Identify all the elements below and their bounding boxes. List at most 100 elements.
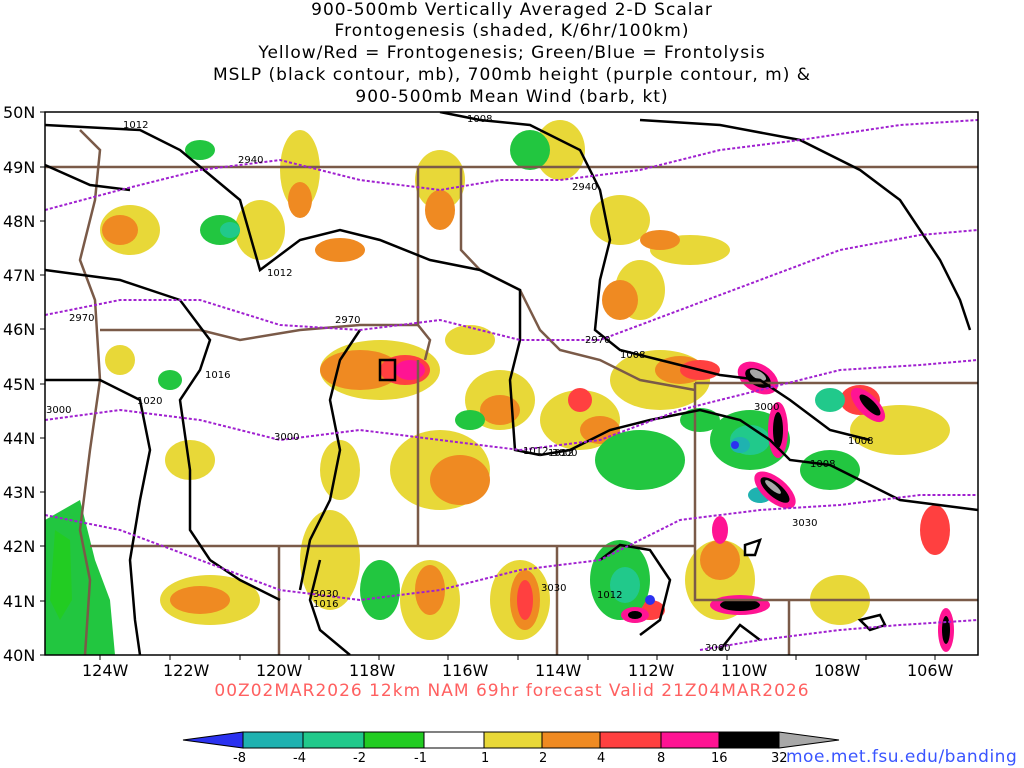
svg-text:106W: 106W — [907, 661, 954, 680]
wind-barb — [689, 462, 717, 476]
wind-barb — [667, 629, 697, 647]
svg-text:40N: 40N — [3, 646, 35, 665]
wind-barb — [624, 634, 652, 646]
wind-barb — [174, 361, 202, 374]
svg-text:1012: 1012 — [597, 590, 622, 601]
latitude-labels: 50N 49N 48N 47N 46N 45N 44N 43N 42N 41N … — [3, 103, 35, 665]
svg-text:1012: 1012 — [267, 268, 292, 279]
wind-barb — [911, 457, 941, 477]
wind-barb — [911, 184, 941, 205]
wind-barb — [803, 290, 832, 307]
wind-barb — [914, 396, 943, 409]
wind-barb — [329, 260, 358, 272]
wind-barb — [417, 119, 447, 137]
wind-barb — [553, 326, 582, 340]
mslp-contours — [45, 112, 978, 655]
svg-text:2940: 2940 — [238, 155, 263, 166]
svg-text:41N: 41N — [3, 592, 35, 611]
wind-barb — [893, 563, 922, 579]
wind-barb — [957, 119, 978, 137]
wind-barb — [419, 532, 448, 545]
wind-barb — [127, 629, 157, 647]
wind-barb — [552, 528, 582, 545]
wind-barb — [327, 119, 357, 137]
wind-barb — [219, 498, 247, 510]
svg-text:3060: 3060 — [705, 643, 730, 654]
colorbar: -8 -4 -2 -1 1 2 4 8 16 32 — [182, 731, 840, 766]
svg-text:110W: 110W — [721, 661, 768, 680]
wind-barb — [912, 255, 942, 273]
svg-text:44N: 44N — [3, 429, 35, 448]
wind-barb — [444, 361, 472, 374]
map-title-line-2: Frontogenesis (shaded, K/6hr/100km) — [334, 21, 690, 41]
wind-barb — [352, 492, 382, 511]
colorbar-swatch-8 — [660, 731, 720, 749]
wind-barb — [688, 189, 717, 204]
colorbar-swatch-3 — [363, 731, 425, 749]
colorbar-swatch-7 — [599, 731, 662, 749]
wind-barb — [712, 220, 741, 239]
forecast-valid-subtitle: 00Z02MAR2026 12km NAM 69hr forecast Vali… — [214, 681, 810, 701]
wind-barb — [802, 492, 832, 511]
wind-barb — [103, 326, 132, 340]
wind-barb — [713, 290, 742, 307]
wind-barb — [641, 184, 671, 205]
wind-barb — [284, 598, 312, 612]
wind-barb — [237, 391, 267, 409]
svg-text:1008: 1008 — [620, 350, 645, 361]
wind-barb — [894, 361, 922, 374]
wind-barb — [306, 286, 335, 308]
wind-barb — [147, 119, 177, 137]
wind-barb — [957, 391, 978, 409]
wind-barb — [869, 260, 898, 272]
wind-barb — [444, 634, 472, 646]
svg-text:2970: 2970 — [69, 313, 94, 324]
wind-barb — [149, 532, 178, 545]
svg-text:3000: 3000 — [552, 448, 577, 459]
wind-barb — [731, 184, 761, 205]
wind-barb — [354, 158, 383, 172]
frontogenesis-shading — [45, 120, 954, 655]
colorbar-label: 8 — [657, 751, 665, 766]
svg-text:1020: 1020 — [137, 396, 162, 407]
wind-barb — [83, 290, 112, 307]
wind-barb — [486, 286, 515, 308]
wind-barb — [532, 492, 562, 511]
svg-text:3030: 3030 — [792, 518, 817, 529]
wind-barb — [371, 184, 401, 205]
wind-barb — [733, 326, 762, 340]
colorbar-swatch-9 — [718, 731, 780, 749]
svg-text:42N: 42N — [3, 537, 35, 556]
longitude-labels: 124W 122W 120W 118W 116W 114W 112W 110W … — [82, 661, 954, 680]
wind-barb — [778, 189, 807, 204]
wind-barb — [669, 498, 697, 510]
colorbar-label: -1 — [414, 751, 427, 766]
wind-barb — [509, 260, 538, 272]
wind-barb — [374, 124, 402, 136]
svg-text:45N: 45N — [3, 375, 35, 394]
svg-text:118W: 118W — [349, 661, 396, 680]
colorbar-label: -2 — [353, 751, 366, 766]
wind-barb — [959, 462, 978, 476]
wind-barb — [464, 598, 492, 612]
colorbar-swatch-0 — [182, 731, 244, 749]
wind-barb — [821, 184, 851, 205]
svg-text:3000: 3000 — [46, 405, 71, 416]
svg-text:50N: 50N — [3, 103, 35, 122]
wind-barb — [104, 396, 133, 409]
wind-barb — [191, 184, 221, 205]
wind-barb — [262, 492, 292, 511]
svg-text:112W: 112W — [628, 661, 675, 680]
wind-barb — [714, 158, 743, 172]
wind-barb — [554, 598, 582, 612]
wind-barb — [239, 260, 268, 272]
wind-barb — [686, 321, 716, 341]
wind-barb — [579, 498, 607, 510]
wind-barb — [372, 255, 402, 273]
wind-barb — [533, 290, 562, 307]
wind-barb — [328, 189, 357, 204]
svg-text:43N: 43N — [3, 483, 35, 502]
wind-barb — [396, 286, 425, 308]
svg-text:108W: 108W — [814, 661, 861, 680]
